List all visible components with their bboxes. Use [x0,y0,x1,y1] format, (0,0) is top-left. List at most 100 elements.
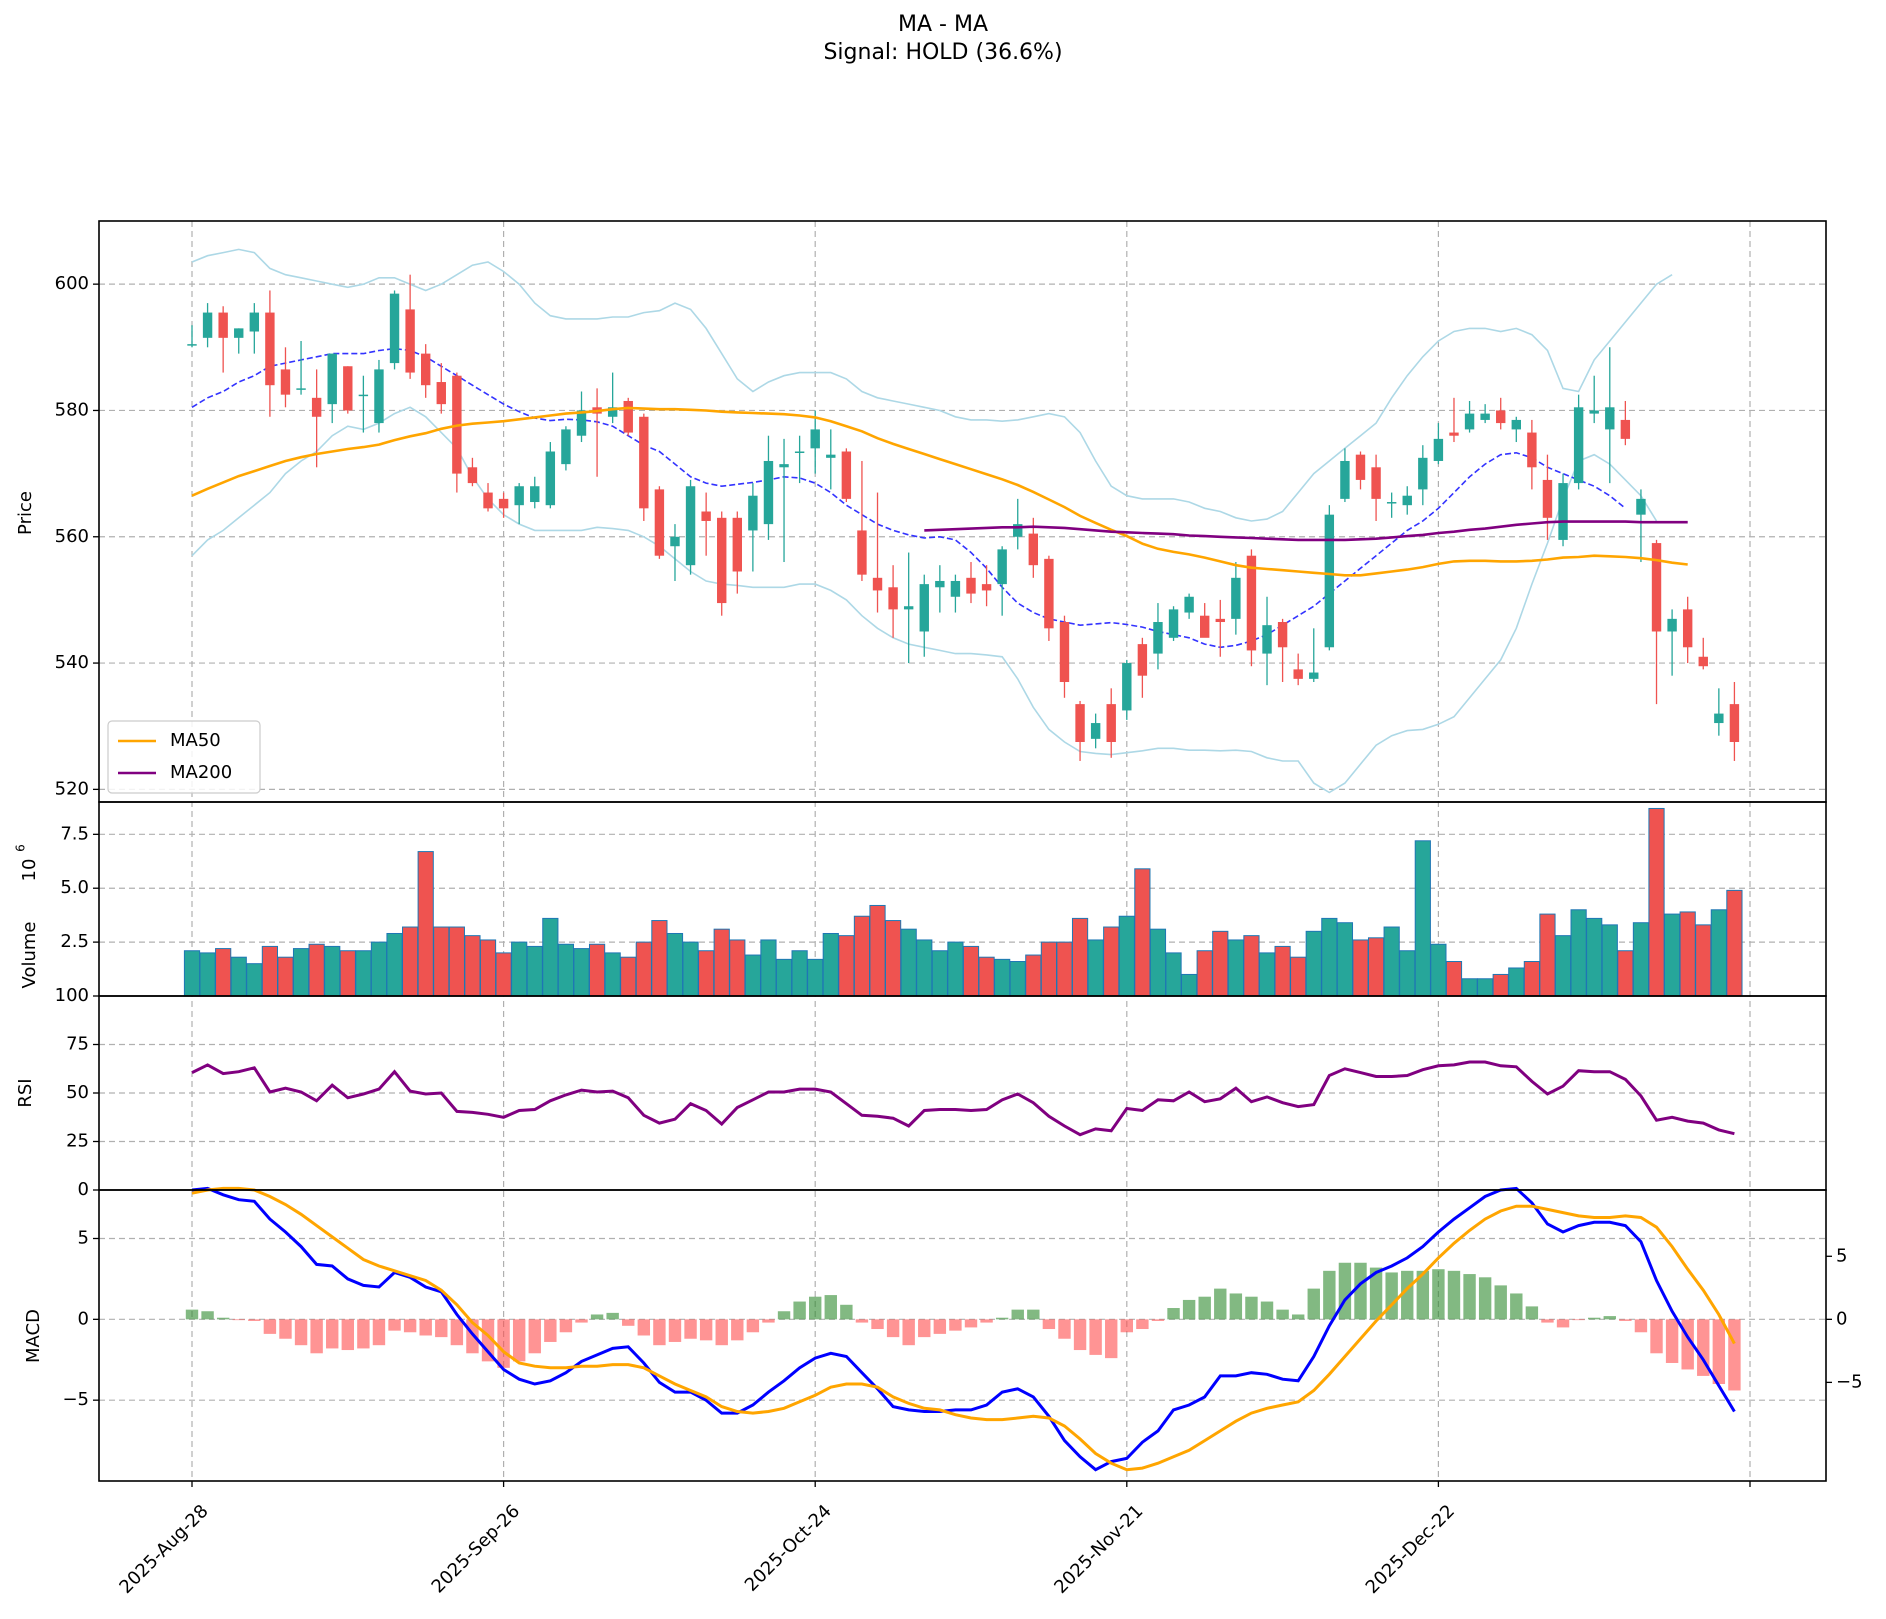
macd-histogram-bar [1058,1319,1071,1339]
candle-body [1028,533,1039,566]
candle-body [467,467,478,484]
volume-bar [1445,961,1463,997]
candle-body [530,486,540,503]
volume-tick-label: 5.0 [60,877,89,898]
macd-histogram-bar [809,1296,822,1320]
x-tick-label: 2025-Aug-28 [115,1501,212,1598]
macd-histogram-bar [824,1295,837,1320]
volume-tick-label: 2.5 [60,931,89,952]
candle-body [1137,644,1148,676]
candle-body [343,366,353,411]
macd-right-tick-label: −5 [1836,1371,1863,1392]
volume-bar [1103,926,1120,997]
ma50-line [191,406,1688,577]
candle-body [654,489,665,556]
macd-histogram-bar [1338,1262,1352,1320]
candle-body [1184,596,1194,613]
rsi-tick-label: 25 [66,1131,89,1152]
candle-body [1558,483,1568,540]
candle-body [1496,410,1506,424]
volume-bar [1196,950,1213,997]
macd-histogram-bar [1151,1319,1165,1321]
candle-body [249,312,260,332]
volume-bar [666,932,684,997]
macd-histogram-bar [544,1319,557,1342]
macd-histogram-bar [279,1319,292,1339]
macd-histogram-bar [1182,1299,1196,1320]
macd-histogram-bar [497,1319,510,1368]
candle-body [1698,656,1708,667]
volume-bar [1258,952,1276,997]
candle-body [919,584,929,632]
volume-bar [1025,954,1042,997]
volume-bar [1040,941,1058,997]
candle-body [1714,713,1724,724]
candle-body [1620,419,1631,439]
volume-bar [1570,909,1587,997]
volume-bar [1414,840,1431,997]
candle-body [763,460,774,525]
rsi-tick-label: 50 [66,1082,89,1103]
price-tick-label: 560 [55,526,89,547]
candle-body [1355,454,1366,480]
legend: MA50 MA200 [107,720,261,794]
macd-tick-label: −5 [62,1389,89,1410]
volume-bar [277,956,294,997]
volume-bar [308,943,325,997]
macd-histogram-bar [949,1319,962,1331]
candle-body [1153,622,1163,654]
macd-histogram-bar [1728,1319,1741,1391]
volume-bar [885,920,902,997]
volume-bar [1679,911,1696,997]
macd-histogram-bar [606,1312,619,1320]
volume-bar [1336,922,1354,997]
volume-bar [1461,978,1478,997]
volume-bar [417,851,434,997]
macd-histogram-bar [1198,1296,1211,1320]
candle-body [1106,704,1116,743]
volume-bar [791,950,808,997]
candle-body [1589,410,1599,414]
macd-histogram-bar [1665,1319,1679,1363]
macd-histogram-bar [310,1319,323,1354]
candle-body [561,429,571,465]
volume-bar [324,945,341,997]
candle-body [1231,577,1241,619]
volume-bar [542,917,559,997]
volume-bar [1726,889,1743,997]
volume-bar [775,958,793,997]
macd-histogram-bar [1385,1272,1398,1320]
volume-bar [479,939,497,997]
macd-histogram-bar [1073,1319,1087,1351]
x-tick-label: 2025-Dec-22 [1362,1501,1459,1598]
candle-body [1293,669,1303,679]
macd-histogram-bar [1089,1319,1102,1355]
candle-body [1013,524,1023,537]
macd-histogram-bar [1478,1277,1492,1320]
candle-body [888,587,898,610]
candle-body [685,486,696,566]
volume-unit-exponent: 6 [14,844,28,852]
candle-body [607,407,618,417]
macd-histogram-bar [793,1301,806,1320]
macd-histogram-bar [1354,1262,1367,1320]
macd-histogram-bar [902,1319,915,1346]
candle-body [1402,495,1412,506]
macd-histogram-bar [637,1319,651,1336]
macd-histogram-bar [1136,1319,1149,1330]
candle-body [997,549,1007,585]
macd-histogram-bar [419,1319,432,1336]
x-tick-label: 2025-Nov-21 [1050,1501,1147,1598]
price-tick-label: 580 [55,399,89,420]
macd-axis-label: MACD [23,1309,44,1363]
price-tick-label: 600 [55,273,89,294]
price-axis-label: Price [15,491,36,535]
rsi-line [191,1060,1735,1137]
macd-histogram-bar [263,1319,277,1334]
volume-bar [230,956,247,997]
volume-bar [1165,952,1182,997]
candle-body [1075,704,1085,743]
macd-right-tick-label: 5 [1836,1245,1847,1266]
volume-bar [1601,924,1618,997]
